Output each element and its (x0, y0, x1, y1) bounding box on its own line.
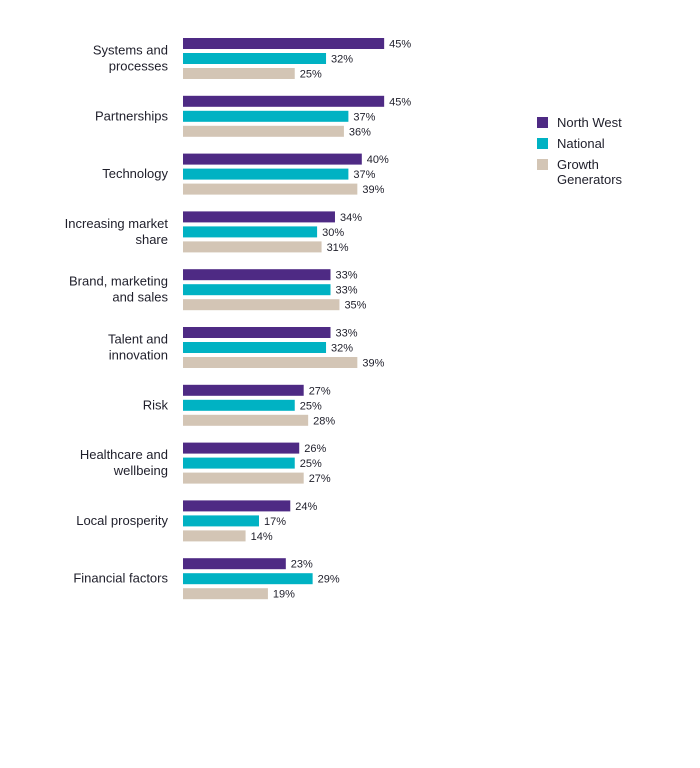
value-label-healthcare-and-wellbeing-north-west: 26% (304, 443, 326, 455)
bar-systems-and-processes-north-west (183, 38, 385, 49)
value-label-systems-and-processes-north-west: 45% (389, 39, 411, 51)
bar-systems-and-processes-national (183, 53, 327, 64)
bar-local-prosperity-north-west (183, 500, 291, 512)
bar-talent-and-innovation-national (183, 342, 327, 353)
value-label-brand-marketing-and-sales-north-west: 33% (336, 270, 358, 282)
value-label-risk-growth-generators: 28% (313, 415, 335, 427)
value-label-financial-factors-north-west: 23% (291, 559, 313, 571)
bar-financial-factors-north-west (183, 558, 286, 570)
category-label-talent-and-innovation: Talent and innovation (108, 332, 168, 363)
legend-item-growth-generators: Growth Generators (537, 157, 687, 187)
bar-partnerships-national (183, 110, 349, 122)
bar-talent-and-innovation-growth-generators (183, 357, 358, 368)
bar-financial-factors-growth-generators (183, 588, 268, 600)
bar-technology-growth-generators (183, 183, 358, 195)
legend: North West National Growth Generators (537, 115, 687, 193)
bar-partnerships-growth-generators (183, 125, 344, 137)
value-label-talent-and-innovation-national: 32% (331, 343, 353, 355)
category-label-financial-factors: Financial factors (73, 571, 168, 586)
bar-partnerships-north-west (183, 95, 385, 107)
value-label-financial-factors-national: 29% (318, 574, 340, 586)
legend-label-north-west: North West (557, 115, 622, 130)
bar-brand-marketing-and-sales-north-west (183, 269, 331, 281)
bar-risk-growth-generators (183, 414, 309, 426)
value-label-talent-and-innovation-north-west: 33% (336, 328, 358, 340)
value-label-partnerships-growth-generators: 36% (349, 126, 371, 138)
value-label-local-prosperity-growth-generators: 14% (251, 531, 273, 543)
category-label-partnerships: Partnerships (95, 108, 168, 123)
legend-item-national: National (537, 136, 687, 151)
value-label-technology-growth-generators: 39% (362, 184, 384, 196)
value-label-partnerships-national: 37% (353, 111, 375, 123)
bar-local-prosperity-growth-generators (183, 530, 246, 542)
bar-risk-north-west (183, 384, 304, 396)
bar-systems-and-processes-growth-generators (183, 68, 295, 79)
bar-technology-north-west (183, 153, 362, 165)
category-label-increasing-market-share: Increasing market share (65, 216, 169, 247)
bar-brand-marketing-and-sales-national (183, 284, 331, 296)
bar-local-prosperity-national (183, 515, 259, 527)
value-label-brand-marketing-and-sales-national: 33% (336, 285, 358, 297)
value-label-increasing-market-share-national: 30% (322, 227, 344, 239)
value-label-local-prosperity-north-west: 24% (295, 501, 317, 513)
bar-financial-factors-national (183, 573, 313, 585)
value-label-brand-marketing-and-sales-growth-generators: 35% (344, 300, 366, 312)
bar-increasing-market-share-north-west (183, 211, 335, 223)
legend-label-growth-generators: Growth Generators (557, 157, 623, 187)
legend-label-national: National (557, 136, 605, 151)
category-label-technology: Technology (102, 166, 168, 181)
value-label-healthcare-and-wellbeing-growth-generators: 27% (309, 473, 331, 485)
bar-risk-national (183, 399, 295, 411)
bar-brand-marketing-and-sales-growth-generators (183, 299, 340, 311)
category-label-local-prosperity: Local prosperity (76, 513, 168, 528)
bar-increasing-market-share-growth-generators (183, 241, 322, 253)
legend-swatch-national (537, 138, 548, 149)
value-label-local-prosperity-national: 17% (264, 516, 286, 528)
category-label-systems-and-processes: Systems and processes (93, 43, 169, 74)
bar-technology-national (183, 168, 349, 180)
value-label-risk-national: 25% (300, 400, 322, 412)
bar-talent-and-innovation-north-west (183, 327, 331, 338)
value-label-financial-factors-growth-generators: 19% (273, 589, 295, 601)
value-label-partnerships-north-west: 45% (389, 96, 411, 108)
value-label-technology-north-west: 40% (367, 154, 389, 166)
value-label-healthcare-and-wellbeing-national: 25% (300, 458, 322, 470)
category-label-risk: Risk (143, 397, 169, 412)
bar-healthcare-and-wellbeing-growth-generators (183, 472, 304, 484)
category-label-brand-marketing-and-sales: Brand, marketing and sales (69, 274, 168, 305)
category-label-healthcare-and-wellbeing: Healthcare and wellbeing (80, 447, 168, 478)
value-label-systems-and-processes-growth-generators: 25% (300, 69, 322, 81)
value-label-increasing-market-share-growth-generators: 31% (327, 242, 349, 254)
legend-item-north-west: North West (537, 115, 687, 130)
bar-healthcare-and-wellbeing-national (183, 457, 295, 469)
bar-healthcare-and-wellbeing-north-west (183, 442, 300, 454)
legend-swatch-growth-generators (537, 159, 548, 170)
value-label-talent-and-innovation-growth-generators: 39% (362, 358, 384, 370)
legend-swatch-north-west (537, 117, 548, 128)
value-label-risk-north-west: 27% (309, 385, 331, 397)
value-label-increasing-market-share-north-west: 34% (340, 212, 362, 224)
value-label-systems-and-processes-national: 32% (331, 54, 353, 66)
bar-increasing-market-share-national (183, 226, 318, 238)
value-label-technology-national: 37% (353, 169, 375, 181)
